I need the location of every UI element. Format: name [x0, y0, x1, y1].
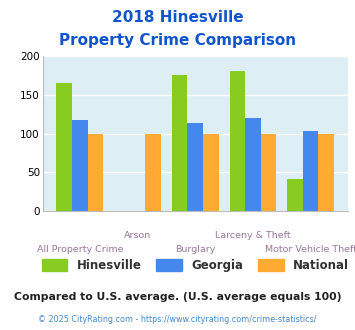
Bar [145, 134, 161, 211]
Bar [203, 134, 219, 211]
Bar [287, 180, 303, 211]
Text: Property Crime Comparison: Property Crime Comparison [59, 33, 296, 48]
Text: Burglary: Burglary [175, 245, 215, 253]
Bar [261, 134, 276, 211]
Text: Motor Vehicle Theft: Motor Vehicle Theft [265, 245, 355, 253]
Text: Arson: Arson [124, 231, 151, 240]
Bar [318, 134, 334, 211]
Text: Compared to U.S. average. (U.S. average equals 100): Compared to U.S. average. (U.S. average … [14, 292, 341, 302]
Bar [56, 83, 72, 211]
Text: © 2025 CityRating.com - https://www.cityrating.com/crime-statistics/: © 2025 CityRating.com - https://www.city… [38, 315, 317, 324]
Bar [172, 76, 187, 211]
Bar [72, 120, 88, 211]
Bar [245, 118, 261, 211]
Bar [303, 131, 318, 211]
Text: 2018 Hinesville: 2018 Hinesville [112, 10, 243, 25]
Bar [187, 123, 203, 211]
Legend: Hinesville, Georgia, National: Hinesville, Georgia, National [37, 254, 354, 277]
Text: All Property Crime: All Property Crime [37, 245, 123, 253]
Text: Larceny & Theft: Larceny & Theft [215, 231, 291, 240]
Bar [88, 134, 103, 211]
Bar [230, 71, 245, 211]
